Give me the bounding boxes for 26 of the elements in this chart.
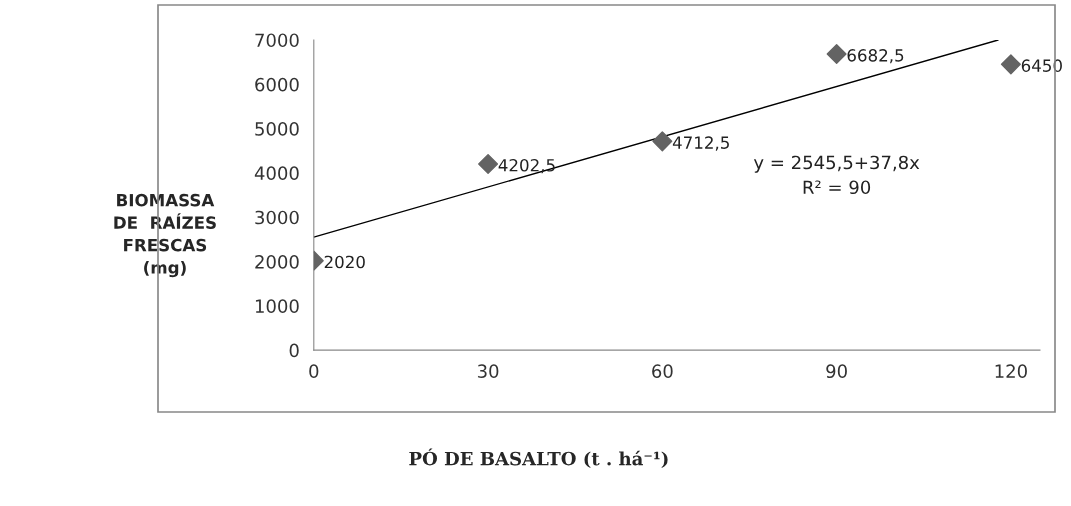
x-tick-label: 120	[995, 364, 1027, 379]
point	[478, 153, 499, 174]
y-axis-title: BIOMASSA DE RAÍZES FRESCAS (mg)	[114, 193, 216, 278]
x-tick-label: 30	[477, 364, 499, 379]
annotation: R² = 90	[803, 180, 871, 195]
point	[652, 131, 673, 152]
y-tick-label: 1000	[255, 299, 299, 313]
point	[826, 44, 847, 65]
y-tick-label: 7000	[255, 33, 299, 48]
annotation: y = 2545,5+37,8x	[753, 155, 920, 173]
y-tick-label: 5000	[255, 122, 299, 136]
x-tick-label: 0	[309, 364, 319, 379]
y-tick-label: 6000	[255, 77, 299, 92]
point	[1000, 54, 1021, 75]
y-tick-label: 0	[289, 343, 299, 358]
data-label: 6450	[1021, 59, 1062, 72]
data-label: 4202,5	[498, 158, 555, 174]
data-label: 6682,5	[847, 49, 904, 64]
data-label: 4712,5	[672, 136, 729, 151]
y-tick-label: 3000	[255, 210, 299, 225]
y-tick-label: 4000	[254, 166, 299, 181]
x-tick-label: 60	[652, 364, 673, 379]
x-tick-label: 90	[826, 364, 847, 379]
x-axis-title: PÓ DE BASALTO (t . há⁻¹)	[409, 448, 668, 468]
data-label: 2020	[324, 255, 365, 269]
y-tick-label: 2000	[255, 254, 299, 269]
